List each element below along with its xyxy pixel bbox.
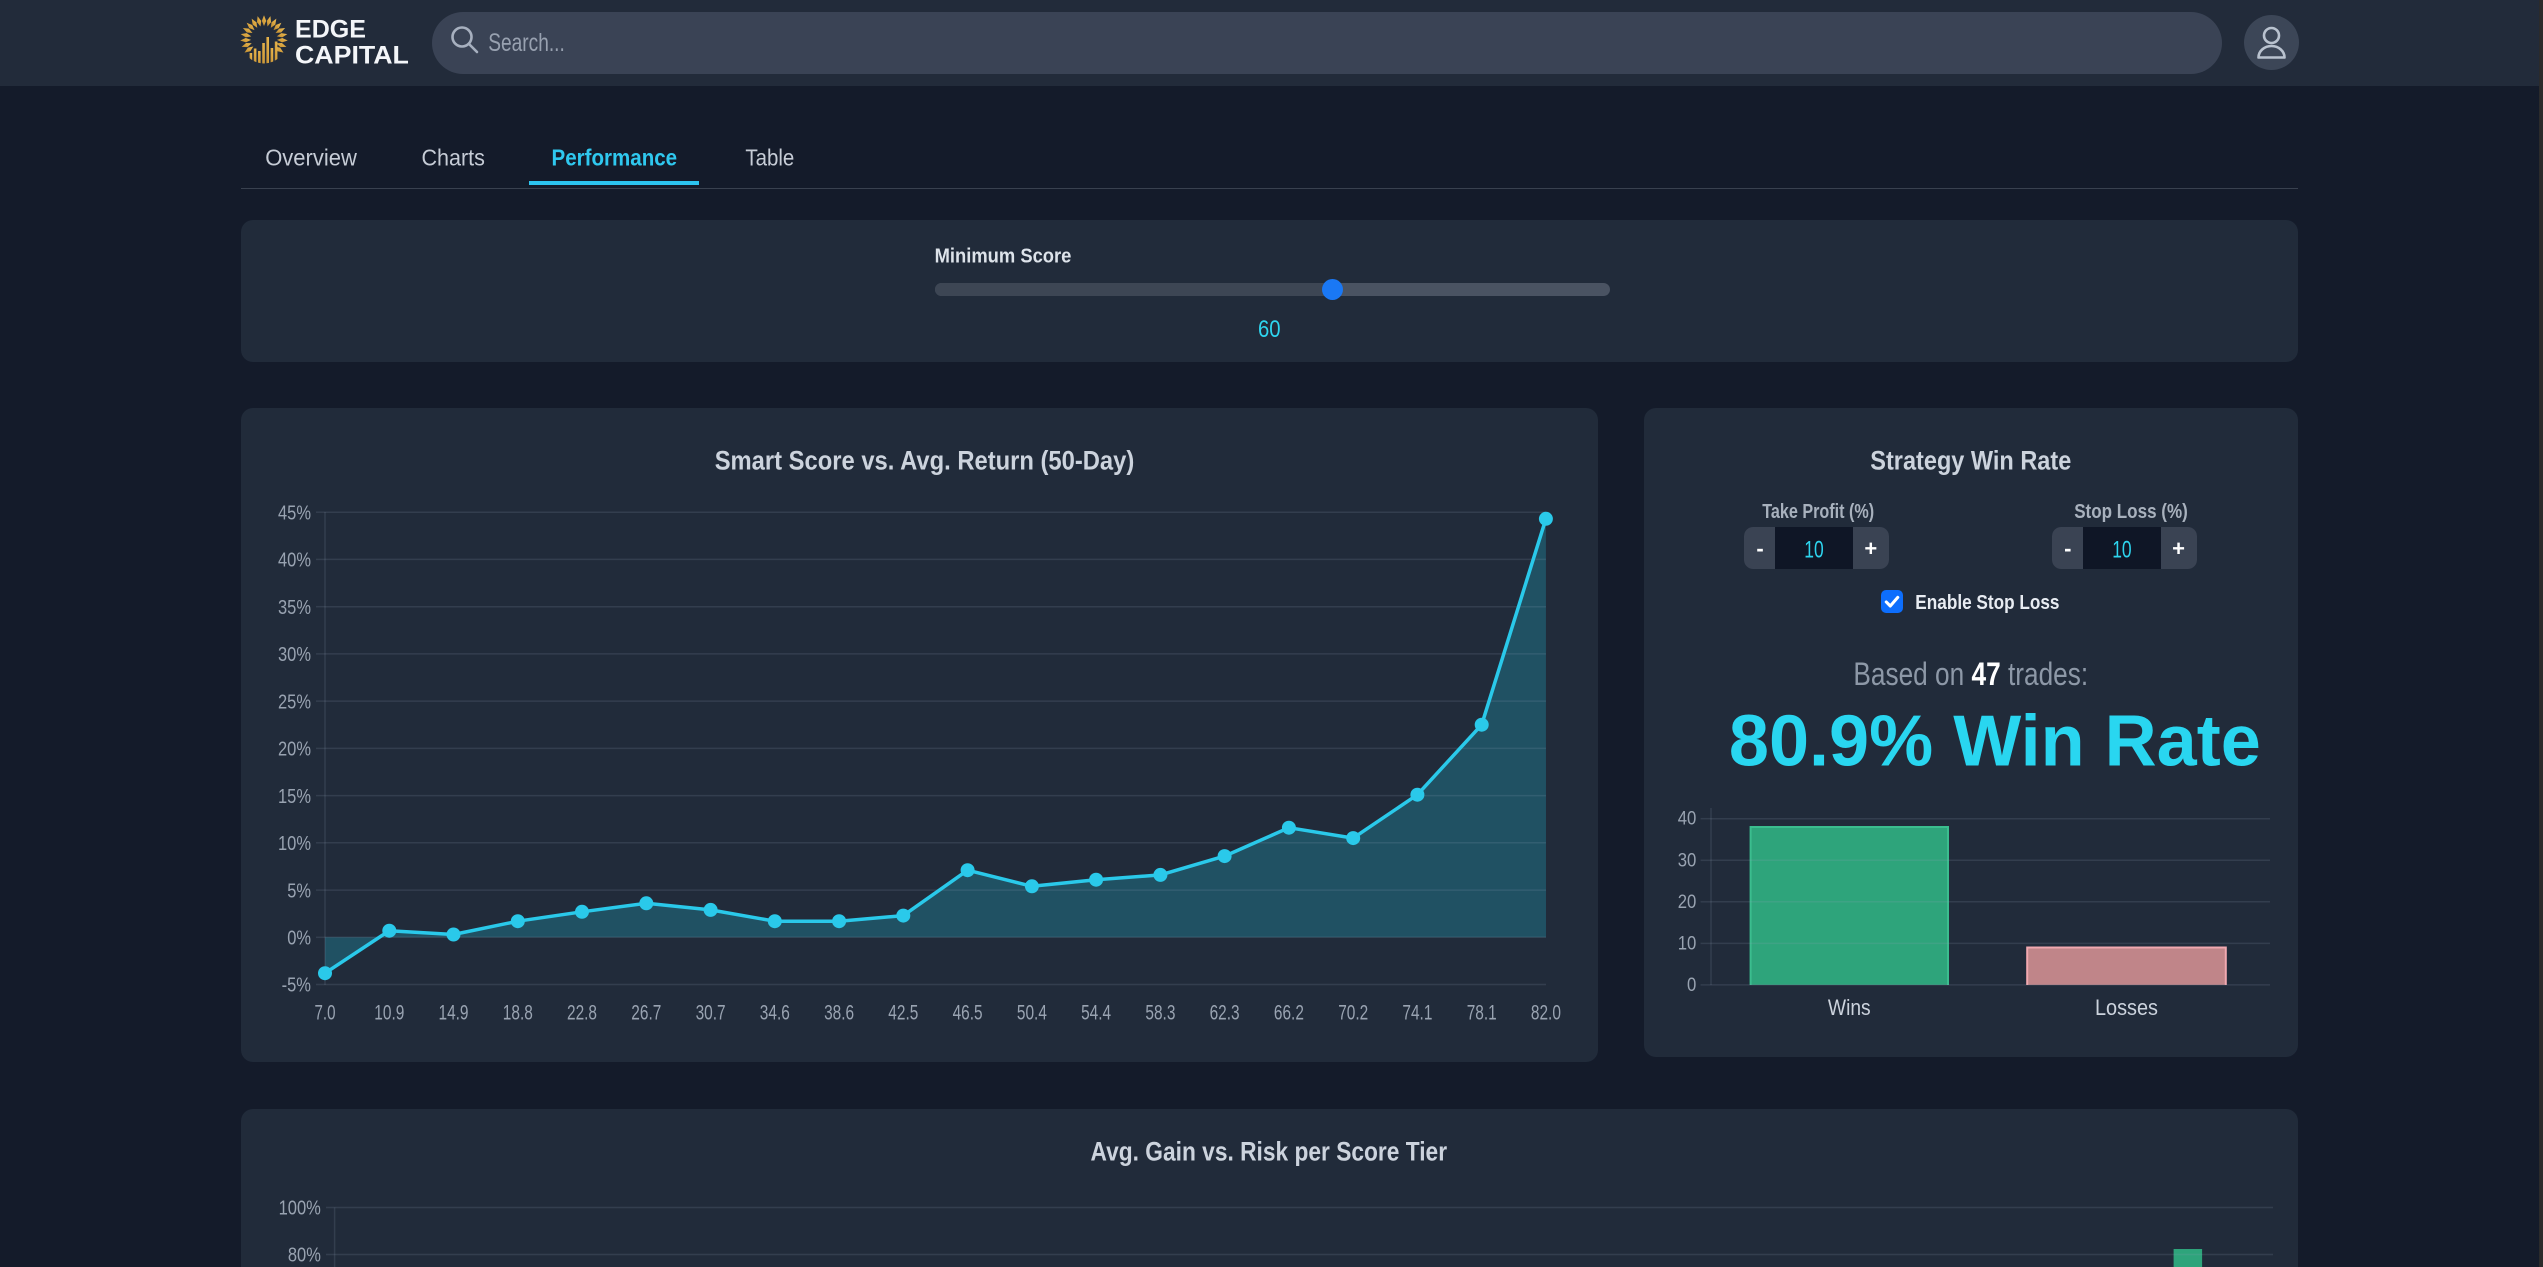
svg-text:Charts: Charts bbox=[422, 145, 485, 171]
svg-text:58.3: 58.3 bbox=[1145, 1002, 1175, 1025]
svg-text:Minimum Score: Minimum Score bbox=[935, 246, 1072, 268]
svg-text:80.9% Win Rate: 80.9% Win Rate bbox=[1729, 702, 2261, 782]
svg-text:47: 47 bbox=[1972, 656, 2001, 692]
svg-text:78.1: 78.1 bbox=[1467, 1002, 1497, 1025]
svg-text:38.6: 38.6 bbox=[824, 1002, 854, 1025]
svg-text:70.2: 70.2 bbox=[1338, 1002, 1368, 1025]
svg-text:40: 40 bbox=[1678, 809, 1697, 830]
svg-text:Smart Score vs. Avg. Return (5: Smart Score vs. Avg. Return (50-Day) bbox=[715, 446, 1135, 476]
svg-text:22.8: 22.8 bbox=[567, 1002, 597, 1025]
svg-text:Based on: Based on bbox=[1853, 656, 1964, 692]
svg-text:-: - bbox=[2064, 536, 2071, 561]
svg-text:20: 20 bbox=[1678, 892, 1697, 913]
svg-text:62.3: 62.3 bbox=[1210, 1002, 1240, 1025]
svg-text:Stop Loss (%): Stop Loss (%) bbox=[2074, 501, 2188, 523]
svg-text:40%: 40% bbox=[278, 550, 311, 572]
svg-text:10: 10 bbox=[1804, 537, 1823, 564]
svg-text:0: 0 bbox=[1687, 975, 1696, 996]
svg-text:Wins: Wins bbox=[1828, 995, 1871, 1020]
svg-text:10: 10 bbox=[2112, 537, 2131, 564]
svg-text:26.7: 26.7 bbox=[631, 1002, 661, 1025]
svg-text:10%: 10% bbox=[278, 833, 311, 855]
svg-text:10: 10 bbox=[1678, 933, 1697, 954]
svg-text:18.8: 18.8 bbox=[503, 1002, 533, 1025]
svg-text:+: + bbox=[2172, 536, 2185, 561]
svg-text:25%: 25% bbox=[278, 691, 311, 713]
svg-text:Search...: Search... bbox=[488, 29, 565, 57]
svg-text:30%: 30% bbox=[278, 644, 311, 666]
svg-text:15%: 15% bbox=[278, 786, 311, 808]
svg-text:Losses: Losses bbox=[2095, 995, 2158, 1020]
svg-text:+: + bbox=[1864, 536, 1877, 561]
svg-text:42.5: 42.5 bbox=[888, 1002, 918, 1025]
svg-text:74.1: 74.1 bbox=[1402, 1002, 1432, 1025]
svg-text:14.9: 14.9 bbox=[439, 1002, 469, 1025]
svg-text:10.9: 10.9 bbox=[374, 1002, 404, 1025]
svg-text:45%: 45% bbox=[278, 502, 311, 524]
svg-text:5%: 5% bbox=[287, 880, 311, 902]
svg-text:Enable Stop Loss: Enable Stop Loss bbox=[1915, 592, 2059, 614]
svg-text:-5%: -5% bbox=[282, 975, 312, 997]
svg-text:80%: 80% bbox=[288, 1245, 321, 1267]
svg-text:Take Profit (%): Take Profit (%) bbox=[1762, 501, 1874, 523]
svg-text:0%: 0% bbox=[287, 928, 311, 950]
svg-text:82.0: 82.0 bbox=[1531, 1002, 1561, 1025]
svg-text:50.4: 50.4 bbox=[1017, 1002, 1047, 1025]
svg-text:46.5: 46.5 bbox=[953, 1002, 983, 1025]
svg-text:34.6: 34.6 bbox=[760, 1002, 790, 1025]
svg-text:Avg. Gain vs. Risk per Score T: Avg. Gain vs. Risk per Score Tier bbox=[1091, 1137, 1448, 1167]
svg-text:30: 30 bbox=[1678, 850, 1697, 871]
svg-text:20%: 20% bbox=[278, 739, 311, 761]
svg-text:7.0: 7.0 bbox=[315, 1002, 336, 1025]
svg-text:Overview: Overview bbox=[265, 145, 357, 171]
svg-text:-: - bbox=[1756, 536, 1763, 561]
svg-text:100%: 100% bbox=[279, 1198, 321, 1220]
svg-text:Table: Table bbox=[745, 145, 794, 171]
svg-text:Performance: Performance bbox=[552, 145, 678, 171]
svg-text:EDGE: EDGE bbox=[295, 16, 366, 44]
svg-text:30.7: 30.7 bbox=[696, 1002, 726, 1025]
svg-text:66.2: 66.2 bbox=[1274, 1002, 1304, 1025]
svg-text:60: 60 bbox=[1258, 316, 1281, 343]
svg-text:CAPITAL: CAPITAL bbox=[295, 42, 409, 70]
svg-text:35%: 35% bbox=[278, 597, 311, 619]
svg-text:Strategy Win Rate: Strategy Win Rate bbox=[1870, 446, 2071, 476]
svg-text:54.4: 54.4 bbox=[1081, 1002, 1111, 1025]
svg-text:trades:: trades: bbox=[2008, 656, 2088, 692]
